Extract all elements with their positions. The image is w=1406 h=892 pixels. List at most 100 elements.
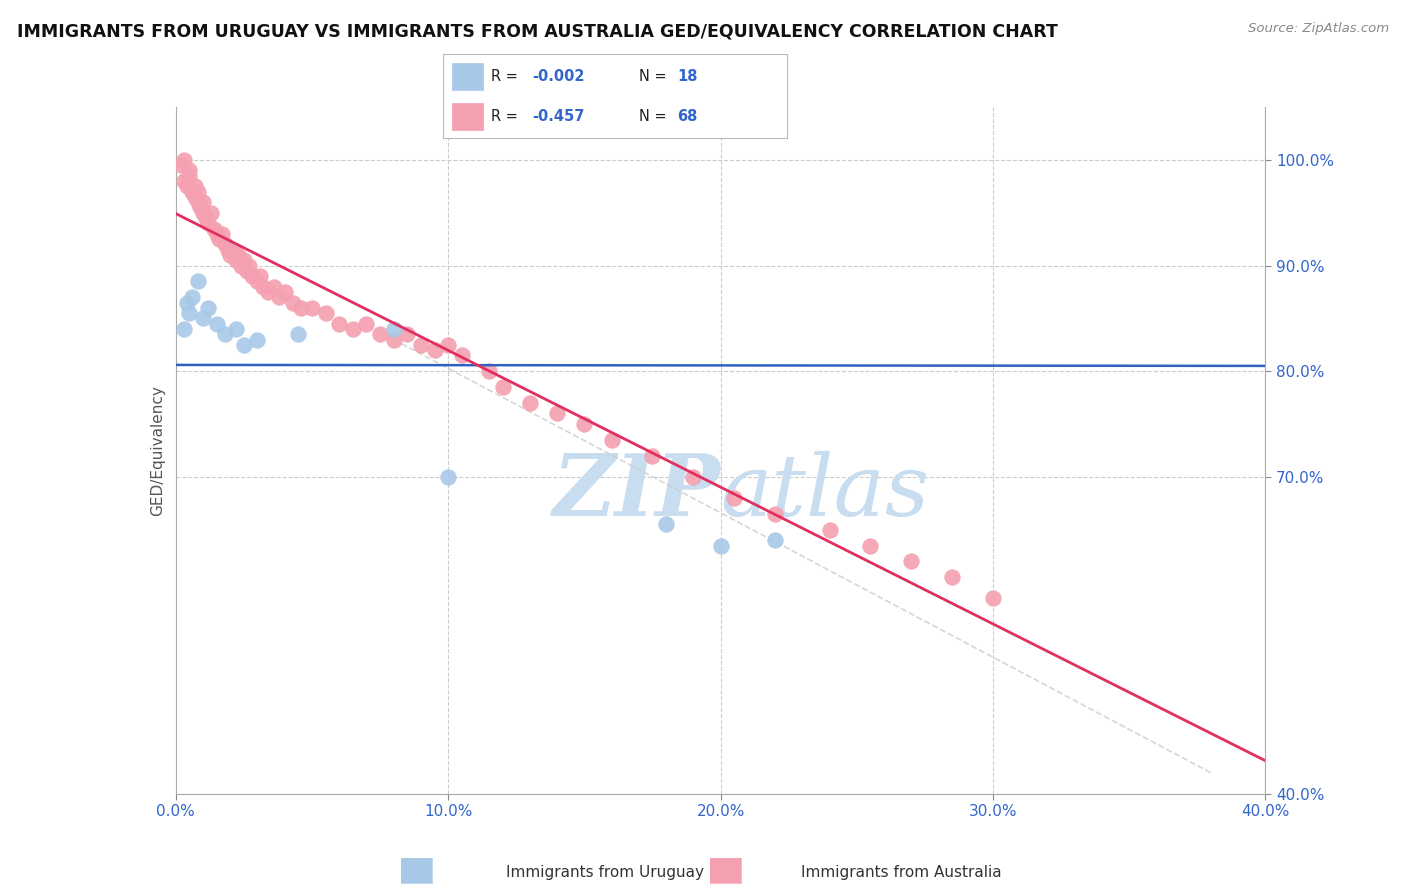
Point — [181, 185, 204, 199]
Text: R =: R = — [491, 109, 517, 124]
Point — [176, 179, 198, 194]
Point — [492, 380, 515, 394]
FancyBboxPatch shape — [451, 62, 482, 90]
Point — [179, 163, 201, 178]
Point — [197, 216, 219, 230]
Text: atlas: atlas — [721, 450, 929, 533]
Point — [173, 174, 195, 188]
Point — [546, 407, 568, 421]
Text: Immigrants from Uruguay: Immigrants from Uruguay — [506, 865, 704, 880]
Point — [186, 195, 209, 210]
Point — [382, 333, 405, 347]
Point — [225, 253, 247, 268]
Point — [682, 470, 704, 484]
Point — [191, 311, 214, 326]
Text: -0.457: -0.457 — [533, 109, 585, 124]
Point — [238, 259, 260, 273]
Point — [328, 317, 350, 331]
Text: 18: 18 — [678, 69, 697, 84]
Point — [186, 274, 209, 288]
Point — [437, 338, 460, 352]
Point — [941, 570, 963, 584]
Point — [281, 295, 304, 310]
Point — [287, 327, 309, 342]
Point — [478, 364, 501, 378]
Point — [641, 449, 664, 463]
Text: R =: R = — [491, 69, 517, 84]
Point — [252, 279, 274, 293]
Point — [219, 248, 242, 262]
Point — [200, 205, 222, 219]
Point — [859, 539, 882, 553]
Point — [246, 333, 269, 347]
Point — [301, 301, 323, 315]
Point — [269, 290, 291, 304]
Point — [981, 591, 1004, 606]
Point — [818, 523, 841, 537]
Point — [723, 491, 745, 505]
Point — [342, 322, 364, 336]
Text: ZIP: ZIP — [553, 450, 721, 533]
FancyBboxPatch shape — [451, 103, 482, 130]
Point — [208, 232, 231, 246]
Point — [202, 221, 225, 235]
Point — [257, 285, 280, 299]
Point — [211, 227, 233, 241]
Point — [396, 327, 419, 342]
Text: N =: N = — [640, 109, 666, 124]
Point — [176, 295, 198, 310]
Point — [600, 433, 623, 447]
Point — [900, 554, 922, 568]
Point — [214, 327, 236, 342]
Point — [235, 264, 257, 278]
Point — [382, 322, 405, 336]
Point — [179, 169, 201, 183]
Point — [197, 301, 219, 315]
Point — [184, 190, 207, 204]
Point — [214, 237, 236, 252]
Point — [290, 301, 312, 315]
Text: N =: N = — [640, 69, 666, 84]
Point — [173, 322, 195, 336]
Point — [191, 205, 214, 219]
Point — [574, 417, 596, 431]
Point — [763, 507, 786, 521]
Point — [188, 201, 211, 215]
Point — [763, 533, 786, 548]
Point — [246, 274, 269, 288]
Point — [249, 269, 271, 284]
Point — [179, 306, 201, 320]
Point — [173, 153, 195, 167]
Point — [409, 338, 432, 352]
Text: 68: 68 — [678, 109, 697, 124]
Point — [450, 348, 472, 362]
Point — [356, 317, 378, 331]
Point — [222, 243, 245, 257]
Point — [368, 327, 391, 342]
Point — [191, 195, 214, 210]
Point — [205, 227, 228, 241]
Text: Immigrants from Australia: Immigrants from Australia — [801, 865, 1002, 880]
Point — [225, 322, 247, 336]
Text: IMMIGRANTS FROM URUGUAY VS IMMIGRANTS FROM AUSTRALIA GED/EQUIVALENCY CORRELATION: IMMIGRANTS FROM URUGUAY VS IMMIGRANTS FR… — [17, 22, 1057, 40]
Point — [186, 185, 209, 199]
Text: -0.002: -0.002 — [533, 69, 585, 84]
Point — [232, 253, 254, 268]
Point — [315, 306, 337, 320]
Point — [655, 517, 678, 532]
Point — [228, 248, 250, 262]
Y-axis label: GED/Equivalency: GED/Equivalency — [149, 385, 165, 516]
Point — [181, 290, 204, 304]
Point — [170, 158, 193, 172]
Text: Source: ZipAtlas.com: Source: ZipAtlas.com — [1249, 22, 1389, 36]
Point — [263, 279, 285, 293]
Point — [519, 396, 541, 410]
Point — [437, 470, 460, 484]
Point — [205, 317, 228, 331]
Point — [710, 539, 733, 553]
Point — [231, 259, 253, 273]
Point — [217, 243, 239, 257]
Point — [232, 338, 254, 352]
Point — [194, 211, 217, 225]
Point — [423, 343, 446, 357]
